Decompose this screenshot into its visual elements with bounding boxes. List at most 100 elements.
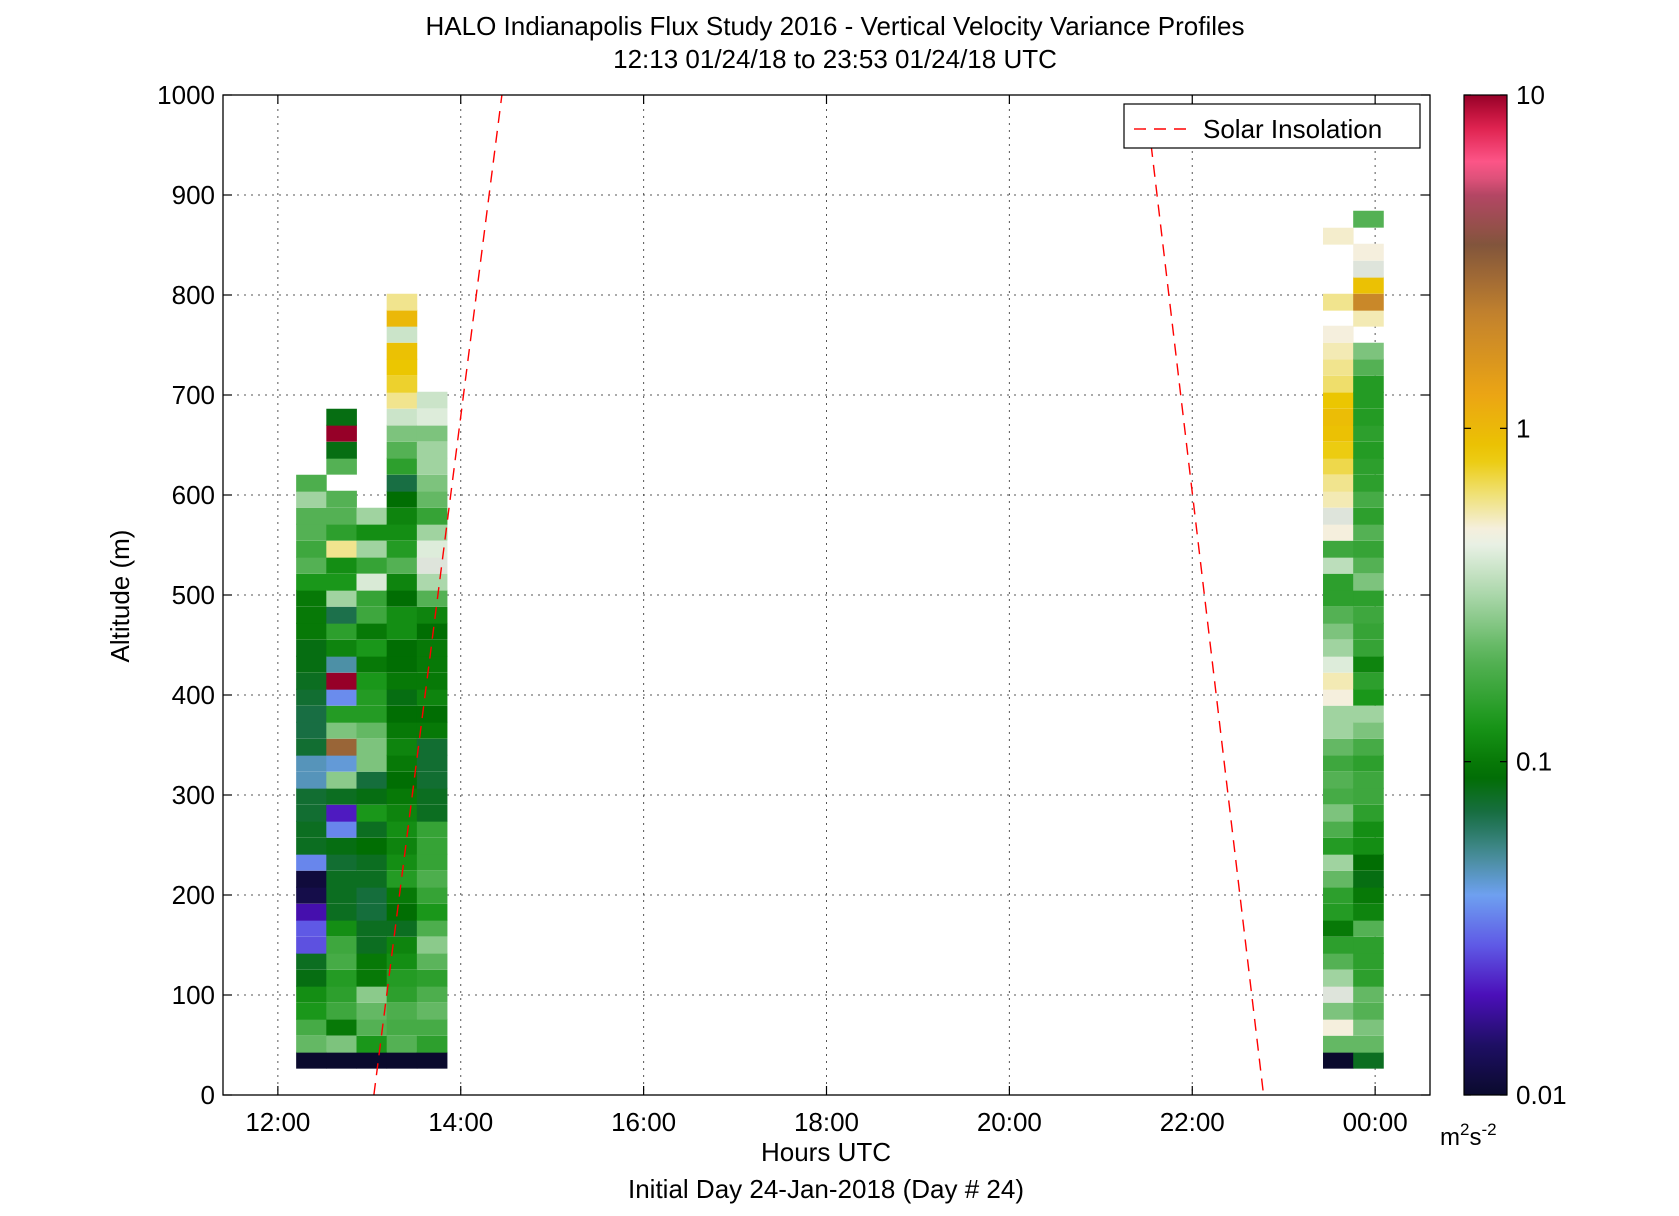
heatmap-cell (326, 787, 357, 805)
heatmap-cell (326, 424, 357, 442)
x-tick-label: 00:00 (1343, 1107, 1408, 1137)
colorbar-unit-exp1: 2 (1460, 1120, 1469, 1139)
y-tick-label: 1000 (157, 80, 215, 110)
heatmap-cell (326, 688, 357, 706)
solar-insolation-lines (373, 95, 1265, 1095)
x-tick-label: 12:00 (245, 1107, 310, 1137)
heatmap-cell (1323, 886, 1354, 904)
heatmap-cell (386, 1018, 418, 1036)
heatmap-cell (416, 903, 448, 921)
heatmap-cell (386, 540, 418, 558)
heatmap-cell (386, 606, 418, 624)
heatmap-cell (386, 293, 418, 311)
heatmap-cell (296, 589, 327, 607)
heatmap-cell (416, 1018, 448, 1036)
heatmap-cell (1323, 424, 1354, 442)
heatmap-cell (1323, 540, 1354, 558)
heatmap-cell (356, 523, 388, 541)
heatmap-cell (1323, 820, 1354, 838)
heatmap-cell (386, 523, 418, 541)
heatmap-cell (1323, 408, 1354, 426)
heatmap-cell (416, 919, 448, 937)
x-tick-label: 14:00 (428, 1107, 493, 1137)
heatmap-cell (356, 1035, 388, 1053)
heatmap-cell (386, 1051, 418, 1069)
heatmap-cell (296, 952, 327, 970)
heatmap-cell (356, 573, 388, 591)
heatmap-cell (356, 1018, 388, 1036)
heatmap-cell (356, 754, 388, 772)
y-tick-label: 300 (172, 780, 215, 810)
heatmap-cell (1353, 804, 1384, 822)
heatmap-cell (296, 606, 327, 624)
heatmap-cell (386, 655, 418, 673)
heatmap-cell (1353, 507, 1384, 525)
heatmap-cell (416, 639, 448, 657)
heatmap-cell (416, 457, 448, 475)
heatmap-cell (1323, 556, 1354, 574)
heatmap-cell (356, 771, 388, 789)
heatmap-cell (386, 474, 418, 492)
heatmap-cell (326, 738, 357, 756)
heatmap-cell (1353, 936, 1384, 954)
heatmap-cell (1323, 721, 1354, 739)
heatmap-cell (356, 853, 388, 871)
heatmap-cell (386, 408, 418, 426)
heatmap-cell (416, 886, 448, 904)
heatmap-cell (416, 523, 448, 541)
y-tick-label: 0 (201, 1080, 215, 1110)
heatmap-cell (386, 573, 418, 591)
heatmap-cell (386, 490, 418, 508)
heatmap-cell (386, 391, 418, 409)
heatmap-cell (1353, 375, 1384, 393)
heatmap-cell (356, 556, 388, 574)
heatmap-cell (1353, 870, 1384, 888)
heatmap-cell (416, 573, 448, 591)
heatmap-cell (416, 672, 448, 690)
heatmap-cell (1353, 738, 1384, 756)
heatmap-cell (386, 919, 418, 937)
heatmap-cell (1353, 1035, 1384, 1053)
heatmap-cell (416, 804, 448, 822)
heatmap-cell (296, 573, 327, 591)
colorbar-tick-label: 10 (1516, 80, 1545, 110)
heatmap-cell (1353, 622, 1384, 640)
heatmap-cell (386, 457, 418, 475)
heatmap-cell (1353, 655, 1384, 673)
heatmap-cell (416, 1035, 448, 1053)
heatmap-cell (1353, 919, 1384, 937)
heatmap-cell (416, 969, 448, 987)
colorbar-tick-label: 0.01 (1516, 1080, 1567, 1110)
heatmap-cell (386, 672, 418, 690)
heatmap-cell (1353, 754, 1384, 772)
heatmap-cell (326, 1051, 357, 1069)
heatmap-cell (386, 853, 418, 871)
colorbar-unit-mid: s (1469, 1124, 1481, 1151)
heatmap-cell (386, 721, 418, 739)
heatmap-cell (326, 1018, 357, 1036)
heatmap-cell (326, 705, 357, 723)
colorbar-gradient (1463, 94, 1508, 1096)
heatmap-cell (356, 705, 388, 723)
heatmap-cell (416, 721, 448, 739)
legend-label-solar: Solar Insolation (1203, 114, 1382, 144)
heatmap-cell (296, 804, 327, 822)
heatmap-cell (386, 424, 418, 442)
heatmap-cell (326, 919, 357, 937)
heatmap-cell (416, 820, 448, 838)
heatmap-cell (296, 1002, 327, 1020)
heatmap-cell (416, 688, 448, 706)
heatmap-cell (416, 985, 448, 1003)
heatmap-cell (386, 556, 418, 574)
heatmap-cell (386, 870, 418, 888)
heatmap-cell (356, 738, 388, 756)
heatmap-cell (416, 391, 448, 409)
heatmap-cell (1353, 853, 1384, 871)
heatmap-cell (386, 622, 418, 640)
heatmap-cell (1353, 523, 1384, 541)
legend-box (1123, 103, 1421, 149)
heatmap-cell (1353, 260, 1384, 278)
heatmap-cell (296, 540, 327, 558)
heatmap-cell (1323, 936, 1354, 954)
heatmap-cell (1323, 375, 1354, 393)
